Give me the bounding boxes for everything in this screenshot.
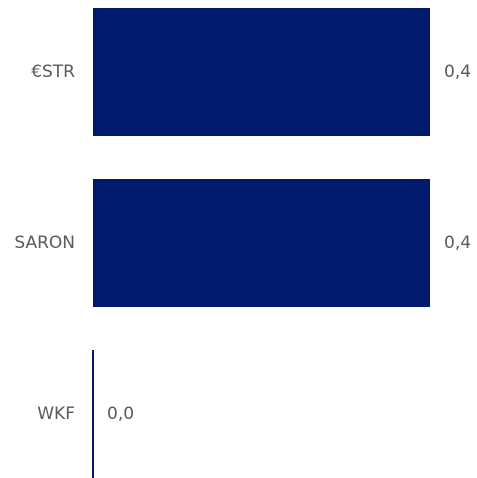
category-label-2: WKF — [37, 404, 75, 424]
bar-1 — [93, 179, 430, 307]
value-labels: 0,4 0,4 0,0 — [107, 62, 471, 424]
value-label-1: 0,4 — [444, 233, 471, 253]
category-label-0: €STR — [31, 62, 75, 82]
value-label-0: 0,4 — [444, 62, 471, 82]
category-label-1: SARON — [14, 233, 75, 253]
bars-group — [93, 8, 430, 307]
value-label-2: 0,0 — [107, 404, 134, 424]
category-labels: €STR SARON WKF — [14, 62, 75, 424]
bar-0 — [93, 8, 430, 136]
